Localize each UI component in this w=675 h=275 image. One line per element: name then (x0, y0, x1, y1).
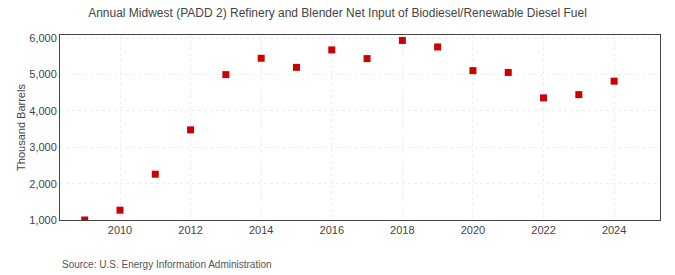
svg-text:2,000: 2,000 (29, 178, 57, 190)
svg-text:Source: U.S. Energy Informatio: Source: U.S. Energy Information Administ… (62, 259, 272, 270)
svg-text:6,000: 6,000 (29, 32, 57, 44)
svg-text:Thousand Barrels: Thousand Barrels (15, 84, 27, 171)
svg-text:2020: 2020 (461, 224, 485, 236)
svg-text:2014: 2014 (249, 224, 273, 236)
svg-text:2012: 2012 (178, 224, 202, 236)
svg-text:1,000: 1,000 (29, 214, 57, 226)
svg-text:2018: 2018 (390, 224, 414, 236)
svg-text:2016: 2016 (320, 224, 344, 236)
svg-text:2022: 2022 (531, 224, 555, 236)
svg-text:3,000: 3,000 (29, 141, 57, 153)
svg-text:4,000: 4,000 (29, 105, 57, 117)
svg-text:2024: 2024 (602, 224, 626, 236)
svg-text:Annual Midwest (PADD 2) Refine: Annual Midwest (PADD 2) Refinery and Ble… (88, 6, 587, 20)
svg-text:5,000: 5,000 (29, 68, 57, 80)
svg-text:2010: 2010 (108, 224, 132, 236)
